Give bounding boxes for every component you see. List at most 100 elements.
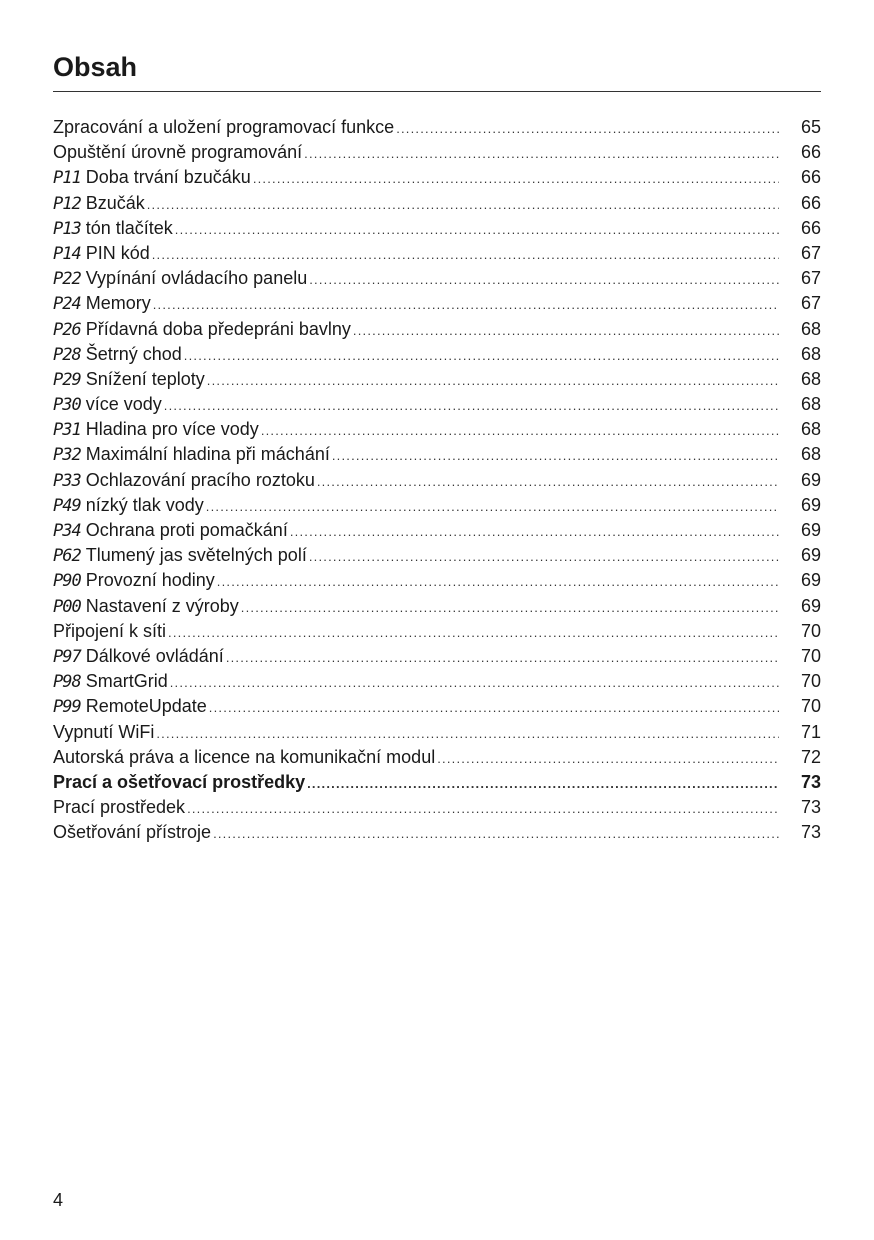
toc-entry-page: 73: [800, 771, 821, 792]
program-code: P62: [53, 546, 82, 567]
program-code: P33: [53, 470, 82, 491]
toc-entry-label: P90 Provozní hodiny: [53, 568, 215, 594]
toc-entry-label: P99 RemoteUpdate: [53, 694, 207, 720]
toc-entry-label: Vypnutí WiFi: [53, 720, 154, 745]
toc-entry-page: 72: [800, 746, 821, 767]
toc-entry-text: Maximální hladina při máchání: [85, 444, 330, 465]
toc-entry[interactable]: Zpracování a uložení programovací funkce…: [53, 115, 821, 140]
toc-entry-text: Dálkové ovládání: [85, 645, 224, 666]
program-code: P99: [53, 697, 82, 718]
toc-entry-page: 69: [800, 570, 821, 591]
toc-entry-page: 73: [800, 797, 821, 818]
dot-leader: [317, 469, 779, 494]
toc-entry-page: 67: [800, 268, 821, 289]
toc-entry-label: P34 Ochrana proti pomačkání: [53, 518, 288, 544]
dot-leader: [309, 267, 779, 292]
dot-leader: [175, 217, 779, 242]
dot-leader: [207, 368, 779, 393]
toc-entry-text: Bzučák: [85, 192, 145, 213]
toc-entry-label: P26 Přídavná doba předepráni bavlny: [53, 317, 351, 343]
dot-leader: [209, 695, 779, 720]
program-code: P26: [53, 319, 82, 340]
toc-entry[interactable]: Ošetřování přístroje 73: [53, 820, 821, 845]
dot-leader: [213, 821, 779, 846]
program-code: P11: [53, 168, 82, 189]
toc-entry-page: 71: [800, 721, 821, 742]
toc-entry-text: tón tlačítek: [85, 217, 173, 238]
program-code: P32: [53, 445, 82, 466]
toc-entry-page: 70: [800, 671, 821, 692]
toc-entry-text: Snížení teploty: [85, 368, 205, 389]
toc-entry[interactable]: Prací a ošetřovací prostředky 73: [53, 770, 821, 795]
toc-entry-page: 68: [800, 394, 821, 415]
dot-leader: [156, 721, 779, 746]
toc-entry-text: Hladina pro více vody: [85, 419, 259, 440]
toc-entry-text: Přídavná doba předepráni bavlny: [85, 318, 351, 339]
toc-entry[interactable]: Připojení k síti 70: [53, 619, 821, 644]
toc-entry-label: P11 Doba trvání bzučáku: [53, 165, 251, 191]
page-number: 4: [53, 1190, 64, 1210]
program-code: P12: [53, 193, 82, 214]
toc-entry-label: Autorská práva a licence na komunikační …: [53, 745, 435, 770]
toc-entry-label: P28 Šetrný chod: [53, 342, 182, 368]
toc-entry-page: 66: [800, 142, 821, 163]
toc-entry-page: 68: [800, 444, 821, 465]
dot-leader: [153, 292, 779, 317]
toc-entry[interactable]: Autorská práva a licence na komunikační …: [53, 745, 821, 770]
dot-leader: [206, 494, 779, 519]
toc-entry-text: Prací a ošetřovací prostředky: [53, 771, 306, 792]
toc-entry-text: Připojení k síti: [53, 620, 167, 641]
toc-entry-text: Opuštění úrovně programování: [53, 142, 303, 163]
dot-leader: [353, 318, 779, 343]
toc-entry-text: Šetrný chod: [85, 343, 182, 364]
toc-entry-text: Zpracování a uložení programovací funkce: [53, 117, 395, 137]
program-code: P90: [53, 571, 82, 592]
program-code: P98: [53, 672, 82, 693]
toc-entry[interactable]: Opuštění úrovně programování 66: [53, 140, 821, 165]
toc-entry-label: P49 nízký tlak vody: [53, 493, 204, 519]
program-code: P30: [53, 395, 82, 416]
dot-leader: [147, 192, 779, 217]
toc-entry-text: Ošetřování přístroje: [53, 822, 212, 843]
toc-entry-text: Ochlazování pracího roztoku: [85, 469, 315, 490]
toc-entry-text: SmartGrid: [85, 671, 168, 692]
program-code: P29: [53, 369, 82, 390]
toc-entry-page: 65: [800, 117, 821, 137]
toc-entry-page: 68: [800, 343, 821, 364]
toc-entry-label: P12 Bzučák: [53, 191, 145, 217]
toc-entry[interactable]: Vypnutí WiFi 71: [53, 720, 821, 745]
dot-leader: [307, 771, 779, 796]
toc-entry[interactable]: Prací prostředek 73: [53, 795, 821, 820]
toc-entry-page: 68: [800, 318, 821, 339]
toc-entry-page: 68: [800, 419, 821, 440]
toc-entry-label: P31 Hladina pro více vody: [53, 417, 259, 443]
toc-entry-text: Prací prostředek: [53, 797, 186, 818]
toc-entry-page: 66: [800, 167, 821, 188]
toc-entry-page: 66: [800, 217, 821, 238]
dot-leader: [261, 418, 779, 443]
dot-leader: [187, 796, 779, 821]
toc-entry-label: P14 PIN kód: [53, 241, 150, 267]
toc-entry-label: Ošetřování přístroje: [53, 820, 211, 845]
